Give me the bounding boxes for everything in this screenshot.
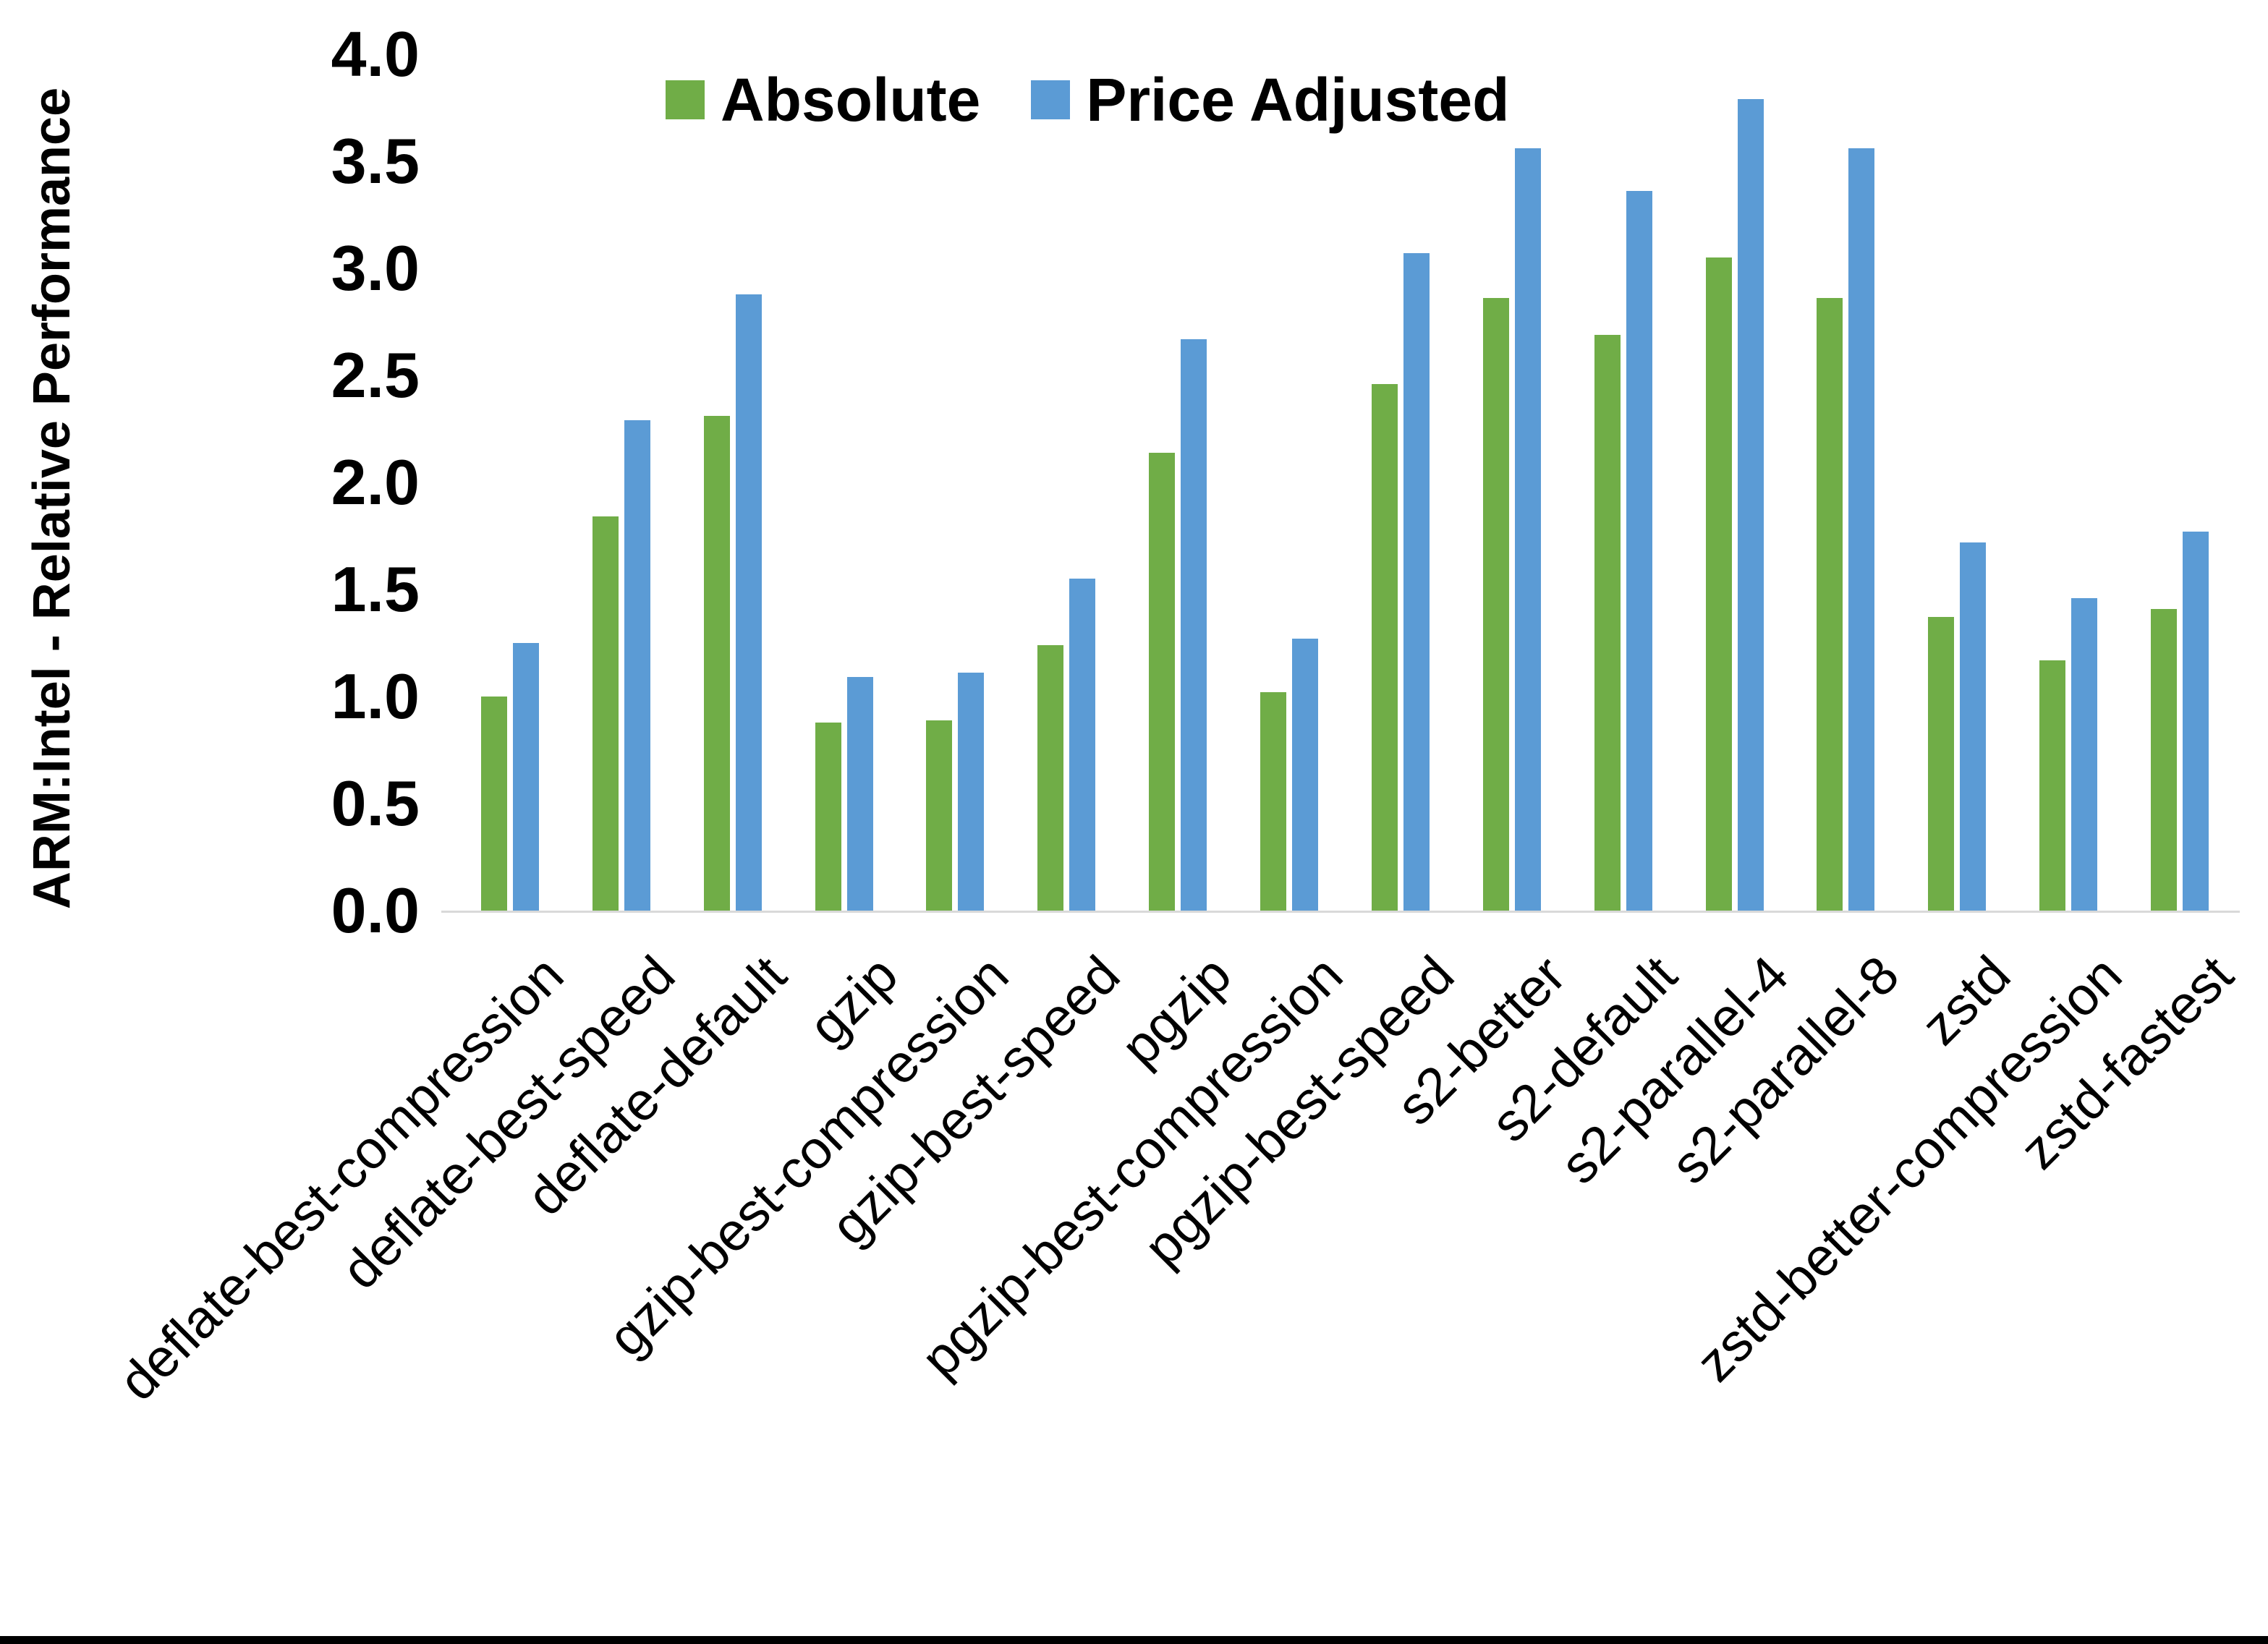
- bar-price-adjusted: [2183, 532, 2209, 911]
- bar-group-zstd: [1901, 54, 2013, 911]
- bar-group-zstd-better-compression: [2013, 54, 2124, 911]
- bar-group-s2-parallel-8: [1791, 54, 1902, 911]
- bar-group-s2-parallel-4: [1679, 54, 1791, 911]
- y-tick-label: 1.0: [331, 660, 420, 732]
- bar-group-deflate-best-speed: [566, 54, 677, 911]
- legend-item-price-adjusted: Price Adjusted: [1031, 69, 1509, 130]
- bar-absolute: [1371, 383, 1398, 911]
- bar-price-adjusted: [1181, 338, 1207, 911]
- y-tick-label: 3.0: [331, 232, 420, 304]
- bar-absolute: [926, 720, 953, 911]
- bar-absolute: [1482, 298, 1509, 911]
- y-axis-title: ARM:Intel - Relative Performance: [23, 87, 81, 910]
- bar-group-pgzip-best-compression: [1233, 54, 1345, 911]
- bar-price-adjusted: [1403, 253, 1430, 911]
- figure-bottom-border: [0, 1636, 2268, 1644]
- bar-price-adjusted: [846, 677, 873, 911]
- bar-price-adjusted: [624, 420, 650, 911]
- legend-label: Absolute: [721, 66, 981, 134]
- bar-group-deflate-best-compression: [454, 54, 566, 911]
- bar-absolute: [1928, 617, 1955, 911]
- y-tick-label: 2.5: [331, 339, 420, 411]
- bar-group-gzip: [789, 54, 900, 911]
- bar-group-pgzip-best-speed: [1345, 54, 1456, 911]
- legend-swatch-icon: [1031, 80, 1071, 119]
- bar-absolute: [1149, 452, 1176, 911]
- bar-price-adjusted: [1848, 148, 1875, 911]
- bar-price-adjusted: [1514, 148, 1541, 911]
- x-axis-baseline: [441, 911, 2240, 913]
- bar-absolute: [480, 697, 507, 911]
- bar-absolute: [592, 516, 619, 911]
- bar-group-gzip-best-speed: [1011, 54, 1122, 911]
- bar-price-adjusted: [1292, 639, 1319, 911]
- bar-absolute: [1705, 257, 1732, 911]
- y-tick-label: 4.0: [331, 18, 420, 90]
- bar-absolute: [703, 416, 730, 911]
- bar-group-gzip-best-compression: [900, 54, 1011, 911]
- bar-price-adjusted: [1626, 191, 1652, 911]
- bar-absolute: [2151, 608, 2178, 911]
- y-tick-label: 1.5: [331, 553, 420, 625]
- plot-area: [454, 54, 2235, 911]
- bar-price-adjusted: [1960, 542, 1987, 911]
- bar-price-adjusted: [512, 643, 539, 911]
- bar-absolute: [1260, 692, 1287, 911]
- bar-price-adjusted: [958, 673, 985, 911]
- legend: Absolute Price Adjusted: [666, 69, 1509, 130]
- bar-absolute: [1037, 644, 1064, 911]
- y-tick-label: 0.0: [331, 874, 420, 946]
- bar-price-adjusted: [1069, 579, 1096, 911]
- legend-swatch-icon: [666, 80, 705, 119]
- bar-price-adjusted: [1737, 99, 1764, 911]
- bar-group-s2-better: [1456, 54, 1568, 911]
- bar-absolute: [2039, 660, 2066, 911]
- legend-item-absolute: Absolute: [666, 69, 980, 130]
- bar-absolute: [1817, 298, 1843, 911]
- bar-price-adjusted: [735, 294, 762, 911]
- bar-group-zstd-fastest: [2124, 54, 2235, 911]
- y-tick-label: 3.5: [331, 125, 420, 197]
- bar-group-pgzip: [1122, 54, 1233, 911]
- bar-absolute: [815, 722, 841, 911]
- bar-price-adjusted: [2071, 597, 2098, 911]
- y-tick-label: 2.0: [331, 446, 420, 518]
- bar-group-deflate-default: [677, 54, 789, 911]
- bar-group-s2-default: [1568, 54, 1679, 911]
- legend-label: Price Adjusted: [1086, 66, 1510, 134]
- y-tick-label: 0.5: [331, 767, 420, 839]
- bar-absolute: [1594, 334, 1621, 911]
